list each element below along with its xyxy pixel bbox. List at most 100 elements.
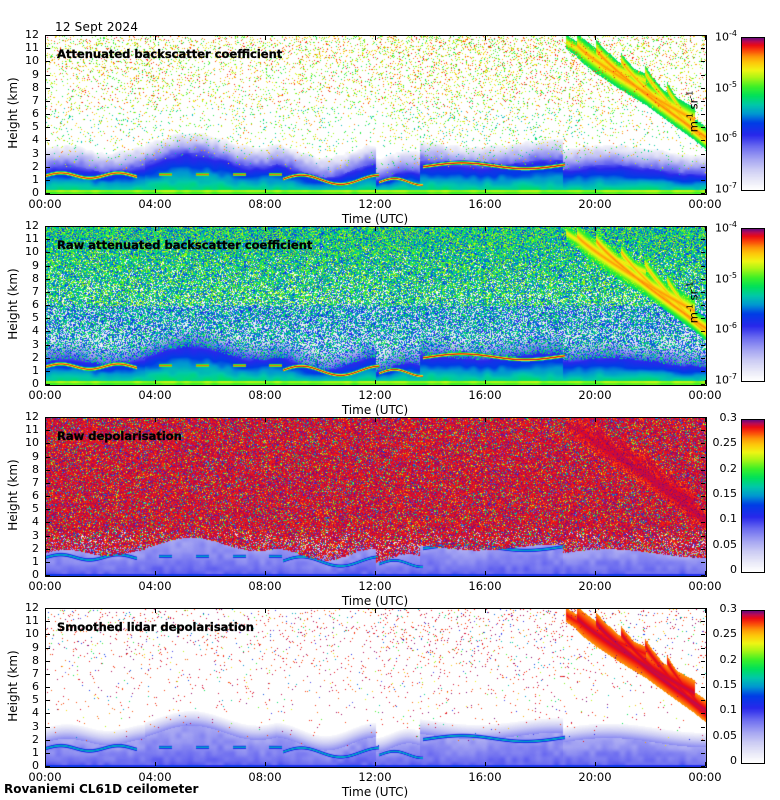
x-tick-mark [705,189,706,193]
y-tick-label: 9 [32,258,39,272]
x-tick-mark [375,571,376,575]
panel-title-smoothed-lidar-depolarisation: Smoothed lidar depolarisation [57,620,254,634]
y-tick-mark [701,292,705,293]
plot-area-raw-depolarisation [45,417,707,577]
x-tick-label: 08:00 [248,197,282,211]
y-tick-mark [46,509,50,510]
y-tick-mark [701,180,705,181]
x-tick-label: 04:00 [138,770,172,784]
y-tick-label: 1 [32,363,39,377]
x-tick-label: 00:00 [28,388,62,402]
y-tick-mark [46,700,50,701]
y-tick-mark [701,167,705,168]
y-tick-label: 5 [32,120,39,134]
y-tick-label: 10 [25,436,39,450]
y-tick-mark [46,430,50,431]
y-tick-mark [701,430,705,431]
y-tick-mark [701,549,705,550]
x-tick-mark [155,418,156,422]
x-tick-label: 04:00 [138,579,172,593]
y-tick-mark [46,661,50,662]
colorbar-tick-label: 10-4 [715,220,737,235]
y-tick-label: 12 [25,219,39,232]
x-tick-label: 12:00 [358,388,392,402]
date-label: 12 Sept 2024 [55,20,139,34]
y-tick-label: 1 [32,554,39,568]
x-tick-label: 00:00 [688,388,722,402]
colorbar-gradient-raw-attenuated-backscatter [742,229,764,381]
x-tick-label: 00:00 [688,770,722,784]
y-tick-mark [46,740,50,741]
x-tick-label: 12:00 [358,770,392,784]
x-tick-label: 00:00 [28,579,62,593]
y-tick-mark [46,88,50,89]
x-tick-mark [265,762,266,766]
panel-title-raw-depolarisation: Raw depolarisation [57,429,182,443]
x-tick-label: 20:00 [578,770,612,784]
y-tick-mark [701,193,705,194]
x-tick-mark [155,380,156,384]
y-tick-mark [701,621,705,622]
y-tick-mark [701,75,705,76]
x-tick-mark [705,227,706,231]
y-tick-label: 8 [32,462,39,476]
x-tick-mark [155,762,156,766]
y-tick-label: 0 [32,759,39,772]
y-tick-label: 4 [32,324,39,338]
x-tick-mark [485,609,486,613]
y-tick-mark [701,345,705,346]
data-canvas-attenuated-backscatter [46,36,706,194]
x-tick-mark [485,380,486,384]
x-tick-mark [155,609,156,613]
colorbar-tick-label: 10-6 [715,321,737,336]
x-tick-mark [705,380,706,384]
colorbar-smoothed-lidar-depolarisation [741,610,765,764]
x-tick-label: 12:00 [358,197,392,211]
y-tick-mark [701,562,705,563]
y-tick-mark [701,239,705,240]
x-tick-mark [265,227,266,231]
y-tick-label: 11 [25,614,39,628]
y-tick-mark [701,457,705,458]
y-tick-mark [701,470,705,471]
colorbar-gradient-raw-depolarisation [742,420,764,572]
colorbar-tick-label: 0.2 [719,652,738,666]
y-tick-label: 2 [32,732,39,746]
y-tick-mark [46,48,50,49]
x-tick-mark [705,609,706,613]
x-tick-mark [265,36,266,40]
y-tick-mark [701,226,705,227]
y-tick-mark [46,727,50,728]
x-tick-mark [265,380,266,384]
y-tick-mark [46,674,50,675]
y-tick-mark [46,371,50,372]
x-tick-mark [485,571,486,575]
y-tick-label: 12 [25,28,39,41]
x-tick-mark [45,189,46,193]
y-tick-label: 6 [32,489,39,502]
y-tick-mark [701,61,705,62]
x-tick-label: 08:00 [248,770,282,784]
x-tick-label: 08:00 [248,579,282,593]
y-tick-label: 3 [32,146,39,160]
x-tick-mark [45,36,46,40]
y-tick-label: 5 [32,311,39,325]
y-tick-label: 3 [32,528,39,542]
y-tick-mark [701,536,705,537]
y-tick-label: 11 [25,232,39,246]
y-tick-label: 5 [32,502,39,516]
x-tick-mark [595,571,596,575]
y-tick-mark [46,140,50,141]
x-tick-mark [595,762,596,766]
colorbar-tick-label: 10-4 [715,29,737,44]
y-tick-mark [701,127,705,128]
y-tick-mark [46,575,50,576]
y-tick-label: 3 [32,719,39,733]
y-tick-mark [701,305,705,306]
y-tick-mark [701,700,705,701]
y-tick-label: 10 [25,54,39,68]
x-tick-mark [155,571,156,575]
x-tick-mark [45,418,46,422]
y-tick-label: 1 [32,172,39,186]
x-tick-mark [375,36,376,40]
